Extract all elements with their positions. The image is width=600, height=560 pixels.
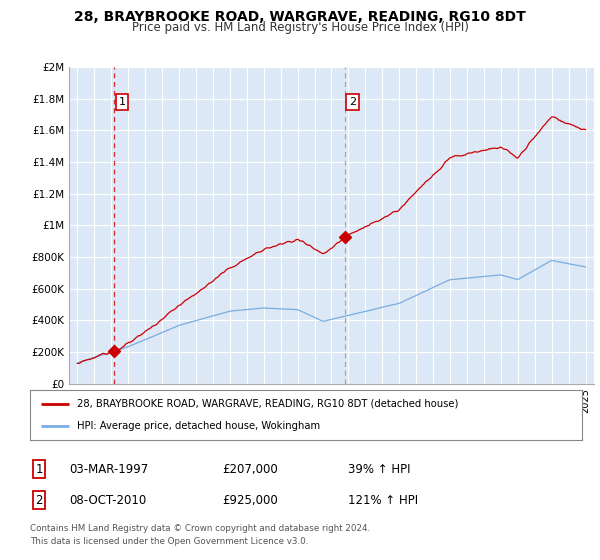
Text: HPI: Average price, detached house, Wokingham: HPI: Average price, detached house, Woki… <box>77 421 320 431</box>
Text: Contains HM Land Registry data © Crown copyright and database right 2024.
This d: Contains HM Land Registry data © Crown c… <box>30 524 370 546</box>
Text: 1: 1 <box>35 463 43 476</box>
Text: 121% ↑ HPI: 121% ↑ HPI <box>348 493 418 507</box>
Text: 08-OCT-2010: 08-OCT-2010 <box>69 493 146 507</box>
Text: 03-MAR-1997: 03-MAR-1997 <box>69 463 148 476</box>
Text: 1: 1 <box>118 97 125 107</box>
Text: £207,000: £207,000 <box>222 463 278 476</box>
Text: Price paid vs. HM Land Registry's House Price Index (HPI): Price paid vs. HM Land Registry's House … <box>131 21 469 34</box>
Text: 39% ↑ HPI: 39% ↑ HPI <box>348 463 410 476</box>
Text: £925,000: £925,000 <box>222 493 278 507</box>
Text: 28, BRAYBROOKE ROAD, WARGRAVE, READING, RG10 8DT (detached house): 28, BRAYBROOKE ROAD, WARGRAVE, READING, … <box>77 399 458 409</box>
Text: 2: 2 <box>349 97 356 107</box>
Text: 28, BRAYBROOKE ROAD, WARGRAVE, READING, RG10 8DT: 28, BRAYBROOKE ROAD, WARGRAVE, READING, … <box>74 10 526 24</box>
Text: 2: 2 <box>35 493 43 507</box>
